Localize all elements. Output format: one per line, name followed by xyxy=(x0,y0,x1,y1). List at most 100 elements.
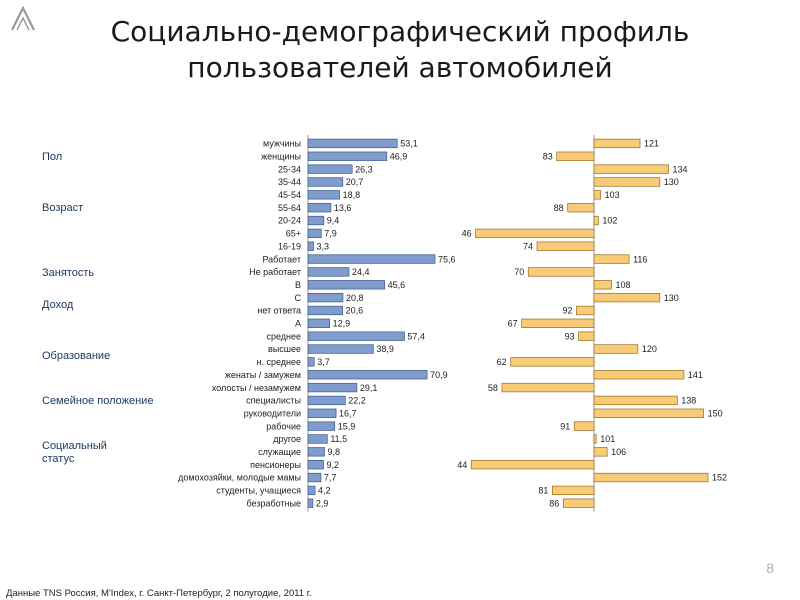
row-label: рабочие xyxy=(266,421,301,431)
index-bar xyxy=(593,434,597,444)
index-value-label: 93 xyxy=(565,331,575,341)
share-value-label: 9,4 xyxy=(327,216,340,226)
share-bar xyxy=(307,280,385,290)
row-label: 45-54 xyxy=(278,190,301,200)
share-value-label: 57,4 xyxy=(407,331,425,341)
share-value-label: 12,9 xyxy=(333,319,351,329)
category-label: Образование xyxy=(42,350,111,363)
share-bar xyxy=(307,190,340,200)
title-line-1: Социально-демографический профиль xyxy=(110,15,690,48)
index-bar xyxy=(562,498,595,508)
row-label: женщины xyxy=(261,151,301,161)
share-bar xyxy=(307,241,314,251)
index-value-label: 44 xyxy=(457,460,467,470)
index-bar xyxy=(578,331,595,341)
page-title: Социально-демографический профиль пользо… xyxy=(60,14,740,86)
row-label: Не работает xyxy=(249,267,301,277)
index-bar xyxy=(593,447,608,457)
row-label: нет ответа xyxy=(257,306,301,316)
index-value-label: 103 xyxy=(605,190,620,200)
index-value-label: 101 xyxy=(600,434,615,444)
row-label: B xyxy=(295,280,301,290)
index-value-label: 74 xyxy=(523,241,533,251)
index-value-label: 120 xyxy=(642,344,657,354)
category-label: Семейное положение xyxy=(42,395,154,407)
index-value-label: 141 xyxy=(688,370,703,380)
share-bar xyxy=(307,485,316,496)
share-value-label: 20,7 xyxy=(346,177,364,187)
share-value-label: 13,6 xyxy=(334,203,352,213)
share-value-label: 3,3 xyxy=(317,241,330,251)
share-value-label: 15,9 xyxy=(338,421,356,431)
share-bar xyxy=(307,434,328,444)
index-bar xyxy=(536,241,595,251)
index-bar xyxy=(593,472,709,483)
row-label: 25-34 xyxy=(278,164,301,174)
index-bar xyxy=(573,421,595,431)
share-bar xyxy=(307,408,337,418)
share-value-label: 75,6 xyxy=(438,254,456,264)
row-label: 16-19 xyxy=(278,241,301,251)
index-value-label: 91 xyxy=(560,421,570,431)
row-label: другое xyxy=(273,434,301,444)
index-value-label: 86 xyxy=(549,498,559,508)
row-label: пенсионеры xyxy=(250,460,301,470)
row-label: служащие xyxy=(258,447,301,457)
index-bar xyxy=(576,305,595,316)
category-label: Пол xyxy=(42,150,63,163)
row-label: домохозяйки, молодые мамы xyxy=(178,473,301,483)
row-label: высшее xyxy=(268,344,301,354)
index-bar xyxy=(501,382,595,393)
share-value-label: 53,1 xyxy=(400,139,418,149)
index-bar xyxy=(593,292,661,303)
share-value-label: 7,7 xyxy=(324,473,337,483)
row-label: мужчины xyxy=(263,139,301,149)
index-bar xyxy=(593,408,704,418)
share-bar xyxy=(307,267,350,277)
index-value-label: 121 xyxy=(644,139,659,149)
index-value-label: 102 xyxy=(602,216,617,226)
share-bar xyxy=(307,305,343,316)
logo-icon xyxy=(11,6,35,31)
index-bar xyxy=(556,151,595,161)
share-bar xyxy=(307,254,436,264)
share-bar xyxy=(307,318,331,328)
share-bar xyxy=(307,177,344,187)
share-bar xyxy=(307,215,325,226)
share-value-label: 45,6 xyxy=(388,280,406,290)
index-bar xyxy=(593,395,678,406)
index-bar xyxy=(551,485,595,496)
index-value-label: 67 xyxy=(508,319,518,329)
row-label: специалисты xyxy=(246,396,301,406)
index-bar xyxy=(593,344,639,354)
index-bar xyxy=(593,370,685,380)
share-value-label: 38,9 xyxy=(376,344,394,354)
share-bar xyxy=(307,331,405,341)
row-label: женаты / замужем xyxy=(225,370,301,380)
row-label: Работает xyxy=(262,254,301,264)
index-bar xyxy=(593,138,641,149)
share-bar xyxy=(307,472,322,483)
row-label: студенты, учащиеся xyxy=(216,486,301,496)
index-bar xyxy=(593,177,661,187)
share-value-label: 46,9 xyxy=(390,151,408,161)
share-value-label: 22,2 xyxy=(348,396,366,406)
category-label: Занятость xyxy=(42,266,95,279)
index-value-label: 106 xyxy=(611,447,626,457)
index-bar xyxy=(593,215,599,226)
share-bar xyxy=(307,447,325,457)
share-bar xyxy=(307,357,315,367)
share-value-label: 16,7 xyxy=(339,408,357,418)
row-label: руководители xyxy=(244,408,301,418)
index-value-label: 116 xyxy=(633,254,647,264)
share-bar xyxy=(307,370,428,380)
row-label: 20-24 xyxy=(278,216,301,226)
index-value-label: 150 xyxy=(708,408,723,418)
row-label: A xyxy=(295,319,301,329)
row-label: 55-64 xyxy=(278,203,301,213)
index-value-label: 152 xyxy=(712,473,727,483)
share-value-label: 2,9 xyxy=(316,498,329,508)
index-value-label: 130 xyxy=(664,177,679,187)
share-value-label: 11,5 xyxy=(330,434,347,444)
